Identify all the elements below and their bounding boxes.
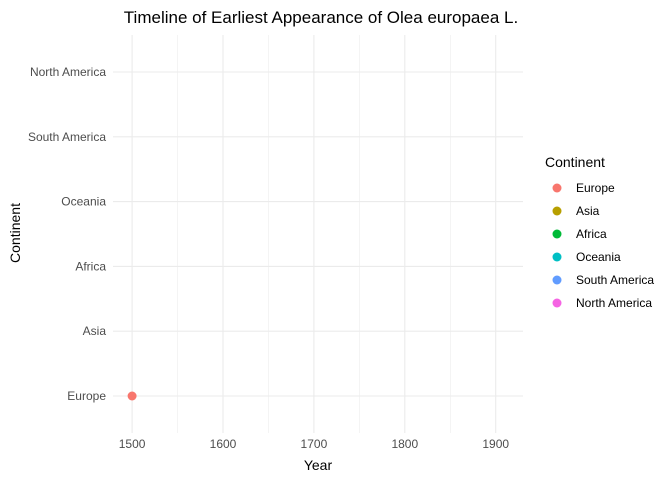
legend-key (552, 298, 562, 308)
legend-entry: South America (552, 273, 654, 287)
y-tick-label: North America (30, 65, 106, 79)
x-tick-labels: 1500 1600 1700 1800 1900 (119, 437, 510, 451)
legend-label: Asia (576, 204, 600, 218)
y-tick-labels: Europe Asia Africa Oceania South America Nort… (28, 65, 106, 403)
legend-label: Africa (576, 227, 607, 241)
legend-label: North America (576, 296, 652, 310)
x-tick-label: 1500 (119, 437, 146, 451)
legend-entry: Asia (552, 204, 600, 218)
y-tick-label: South America (28, 130, 106, 144)
legend-entry: Oceania (552, 250, 621, 264)
x-tick-label: 1600 (210, 437, 237, 451)
x-tick-label: 1900 (482, 437, 509, 451)
legend-key (552, 183, 562, 193)
legend-key (552, 252, 562, 262)
legend-key (552, 206, 562, 216)
legend-title: Continent (545, 154, 605, 170)
y-tick-label: Oceania (61, 195, 106, 209)
legend: Continent Europe Asia Africa Oceania South A… (545, 154, 654, 310)
y-tick-label: Africa (75, 259, 106, 273)
x-axis-title: Year (304, 457, 333, 473)
data-point (127, 391, 137, 401)
legend-key (552, 275, 562, 285)
data-points (127, 391, 137, 401)
legend-entry: Europe (552, 181, 615, 195)
y-axis-title: Continent (7, 203, 23, 263)
chart-title: Timeline of Earliest Appearance of Olea … (124, 8, 518, 27)
legend-entry: North America (552, 296, 652, 310)
grid (113, 35, 523, 433)
legend-label: South America (576, 273, 654, 287)
x-tick-label: 1800 (391, 437, 418, 451)
legend-entry: Africa (552, 227, 607, 241)
y-tick-label: Asia (83, 324, 107, 338)
legend-key (552, 229, 562, 239)
x-tick-label: 1700 (301, 437, 328, 451)
legend-label: Oceania (576, 250, 621, 264)
y-tick-label: Europe (67, 389, 106, 403)
legend-label: Europe (576, 181, 615, 195)
